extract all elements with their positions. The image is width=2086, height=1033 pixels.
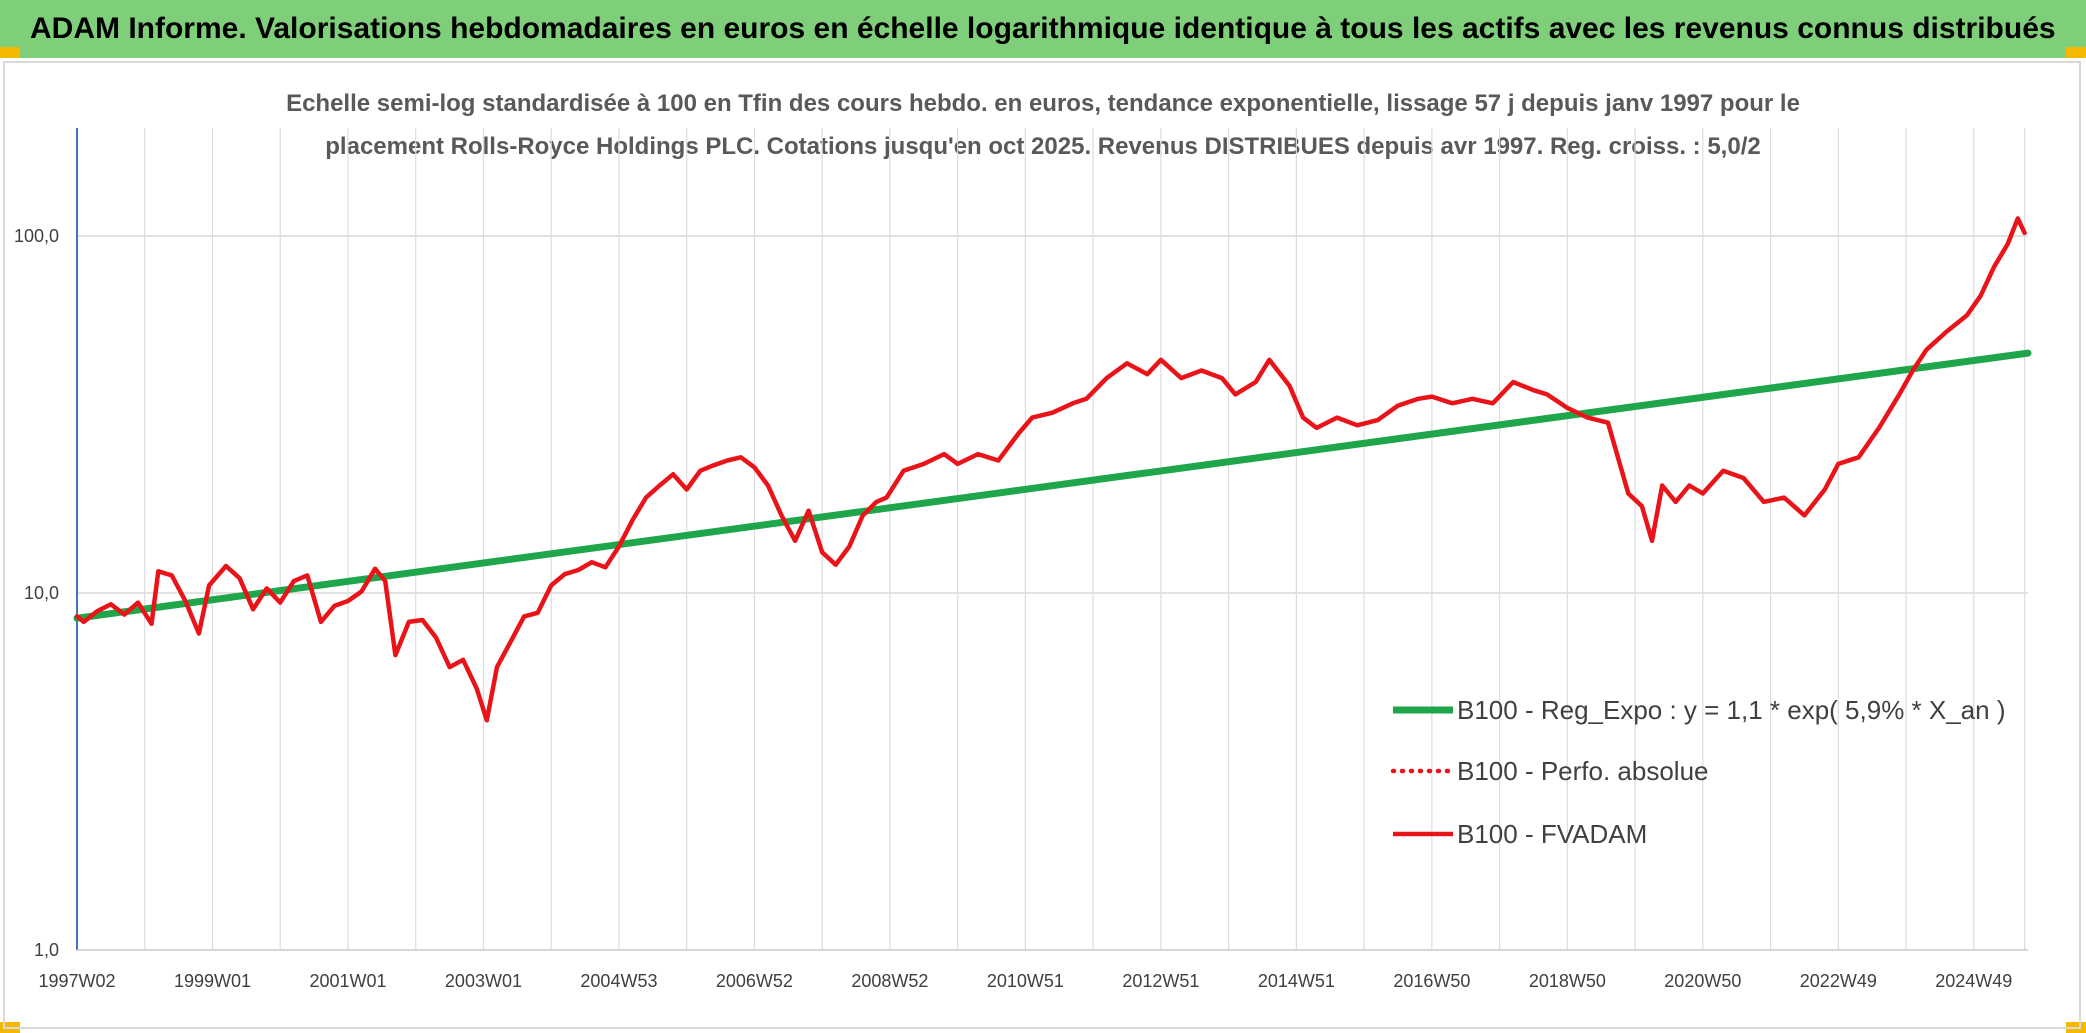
- x-tick-label: 2010W51: [987, 971, 1064, 991]
- x-tick-label: 1997W02: [38, 971, 115, 991]
- legend-label: B100 - Perfo. absolue: [1457, 756, 1709, 786]
- x-tick-label: 2006W52: [716, 971, 793, 991]
- chart-title-line1: Echelle semi-log standardisée à 100 en T…: [286, 90, 1800, 117]
- x-tick-label: 2001W01: [309, 971, 386, 991]
- x-tick-label: 2024W49: [1935, 971, 2012, 991]
- x-tick-label: 2003W01: [445, 971, 522, 991]
- x-tick-label: 2020W50: [1664, 971, 1741, 991]
- x-tick-label: 2018W50: [1529, 971, 1606, 991]
- x-tick-label: 2016W50: [1393, 971, 1470, 991]
- x-tick-label: 1999W01: [174, 971, 251, 991]
- y-tick-label: 10,0: [24, 583, 59, 603]
- title-banner: ADAM Informe. Valorisations hebdomadaire…: [0, 0, 2086, 58]
- regression-line: [73, 349, 2032, 622]
- chart-title-line2: placement Rolls-Royce Holdings PLC. Cota…: [325, 133, 1761, 160]
- legend-label: B100 - Reg_Expo : y = 1,1 * exp( 5,9% * …: [1457, 695, 2006, 725]
- x-tick-label: 2022W49: [1800, 971, 1877, 991]
- gridlines: [77, 128, 2028, 951]
- legend: B100 - Reg_Expo : y = 1,1 * exp( 5,9% * …: [1390, 695, 2006, 849]
- corner-marker-top-left: [0, 47, 20, 58]
- fvadam-line: [74, 216, 2027, 723]
- corner-marker-top-right: [2066, 47, 2086, 58]
- x-tick-label: 2008W52: [851, 971, 928, 991]
- chart-frame: [3, 61, 2081, 1029]
- x-tick-label: 2012W51: [1122, 971, 1199, 991]
- banner-title: ADAM Informe. Valorisations hebdomadaire…: [30, 12, 2056, 45]
- y-tick-label: 100,0: [14, 226, 59, 246]
- legend-label: B100 - FVADAM: [1457, 819, 1647, 849]
- x-tick-label: 2004W53: [580, 971, 657, 991]
- y-tick-label: 1,0: [34, 940, 59, 960]
- series-layer: [73, 216, 2032, 723]
- x-tick-label: 2014W51: [1258, 971, 1335, 991]
- axes: 1,0 10,0 100,0 1997W02 1999W01 2001W01 2003W01…: [14, 128, 2028, 991]
